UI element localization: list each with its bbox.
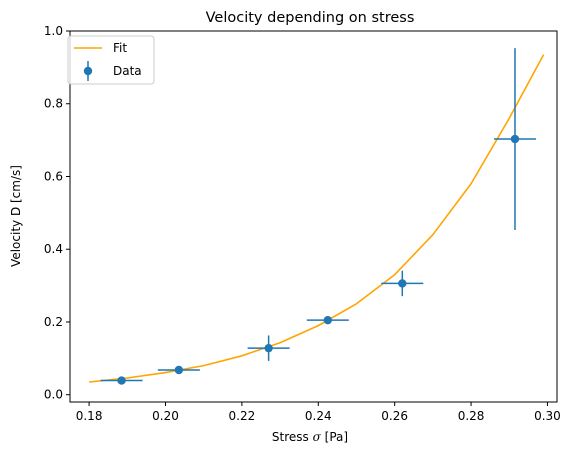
data-point: [398, 279, 407, 288]
plot-area: [69, 30, 558, 403]
data-point: [117, 376, 126, 385]
x-tick-label: 0.22: [229, 409, 256, 423]
x-axis-label-suffix: [Pa]: [321, 430, 348, 444]
data-point: [323, 315, 333, 325]
data-point: [174, 365, 184, 375]
legend-data-swatch: [83, 61, 93, 81]
y-axis: 0.0 0.2 0.4 0.6 0.8 1.0: [44, 24, 70, 402]
chart-title: Velocity depending on stress: [206, 10, 415, 26]
data-point: [264, 343, 273, 353]
data-point-group: [157, 365, 200, 375]
x-axis-label-prefix: Stress: [272, 430, 313, 444]
legend: Fit Data: [67, 35, 155, 85]
data-point-group: [381, 270, 424, 297]
legend-fit-label: Fit: [113, 41, 127, 55]
legend-data-marker: [83, 66, 93, 76]
fit-curve: [89, 54, 545, 383]
x-tick-label: 0.26: [381, 409, 408, 423]
data-point-group: [247, 335, 290, 361]
data-point-group: [306, 315, 349, 325]
errorbar-layer: [100, 48, 536, 385]
plot-frame: [69, 30, 558, 403]
y-tick-label: 1.0: [44, 24, 63, 38]
data-point-group: [100, 376, 143, 385]
x-tick-label: 0.18: [76, 409, 103, 423]
legend-data-label: Data: [113, 64, 142, 78]
x-axis-label: Stress σ [Pa]: [272, 430, 348, 444]
y-tick-label: 0.6: [44, 169, 63, 183]
x-tick-label: 0.24: [305, 409, 332, 423]
y-axis-label: Velocity D [cm/s]: [9, 165, 23, 267]
data-point: [510, 134, 520, 144]
x-tick-label: 0.30: [534, 409, 561, 423]
x-axis: 0.18 0.20 0.22 0.24 0.26 0.28 0.30: [76, 402, 561, 423]
y-tick-label: 0.4: [44, 242, 63, 256]
y-tick-label: 0.2: [44, 315, 63, 329]
y-tick-label: 0.8: [44, 97, 63, 111]
y-tick-label: 0.0: [44, 388, 63, 402]
x-axis-label-symbol: σ: [313, 430, 322, 444]
x-tick-label: 0.20: [152, 409, 179, 423]
x-tick-label: 0.28: [458, 409, 485, 423]
data-point-group: [493, 48, 536, 230]
fit-layer: [89, 54, 545, 383]
